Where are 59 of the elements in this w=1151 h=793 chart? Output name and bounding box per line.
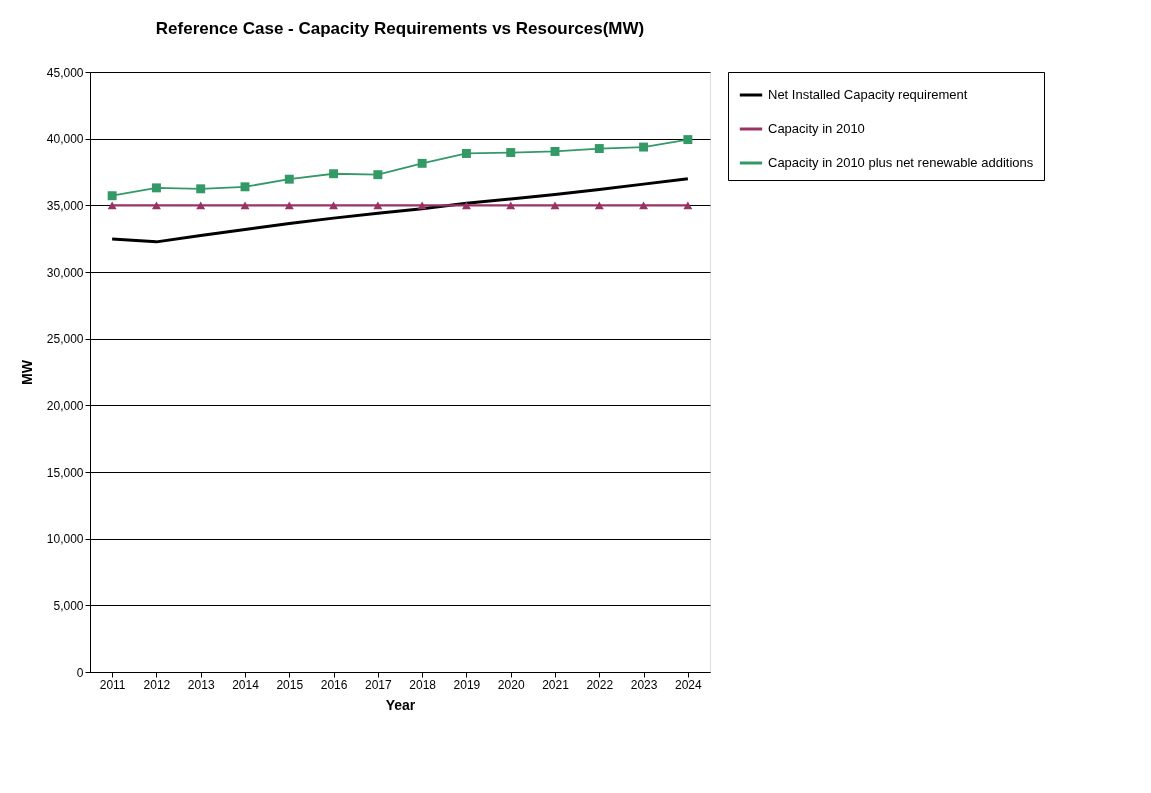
point [284, 174, 294, 184]
legend-label: Capacity in 2010 plus net renewable additions [768, 155, 1034, 170]
y-axis-title: MW [18, 359, 35, 385]
point [373, 201, 383, 210]
point [196, 184, 206, 194]
point [417, 201, 427, 210]
x-tick-label: 2023 [630, 677, 658, 692]
point [284, 201, 294, 210]
y-tick-label: 30,000 [46, 265, 84, 280]
point [550, 201, 560, 210]
point [329, 169, 339, 179]
y-tick-label: 40,000 [46, 132, 84, 147]
y-tick-label: 15,000 [46, 465, 84, 480]
x-tick-label: 2019 [453, 677, 481, 692]
point [461, 148, 471, 158]
point [550, 146, 560, 156]
point [594, 201, 604, 210]
y-tick-label: 25,000 [46, 332, 84, 347]
y-tick-label: 10,000 [46, 532, 84, 547]
x-tick-label: 2020 [497, 677, 525, 692]
x-tick-label: 2017 [365, 677, 393, 692]
point [151, 201, 161, 210]
point [329, 201, 339, 210]
x-tick-label: 2013 [187, 677, 215, 692]
x-tick-label: 2022 [586, 677, 614, 692]
point [639, 142, 649, 152]
point [240, 201, 250, 210]
x-tick-label: 2014 [232, 677, 260, 692]
point [240, 182, 250, 192]
x-tick-label: 2015 [276, 677, 304, 692]
point [196, 201, 206, 210]
x-tick-label: 2016 [320, 677, 348, 692]
point [506, 201, 516, 210]
line-series [110, 177, 690, 244]
point [461, 201, 471, 210]
point [594, 144, 604, 154]
point [683, 201, 693, 210]
y-tick-label: 20,000 [46, 398, 84, 413]
y-tick-label: 0 [76, 665, 84, 680]
x-tick-label: 2024 [675, 677, 703, 692]
x-tick-label: 2018 [409, 677, 437, 692]
point [107, 201, 117, 210]
chart-title: Reference Case - Capacity Requirements vs Resources(MW) [155, 19, 645, 38]
point [506, 148, 516, 158]
x-tick-label: 2012 [143, 677, 171, 692]
x-axis-title: Year [385, 696, 416, 713]
x-tick-label: 2011 [99, 677, 126, 692]
point [107, 191, 117, 201]
point [639, 201, 649, 210]
x-tick-label: 2021 [542, 677, 570, 692]
point [373, 170, 383, 180]
y-tick-label: 5,000 [53, 598, 84, 613]
legend-label: Capacity in 2010 [768, 121, 865, 136]
legend-label: Net Installed Capacity requirement [768, 87, 968, 102]
y-tick-label: 35,000 [46, 198, 84, 213]
point [683, 135, 693, 145]
point [417, 158, 427, 168]
point [151, 183, 161, 193]
y-tick-label: 45,000 [46, 65, 84, 80]
